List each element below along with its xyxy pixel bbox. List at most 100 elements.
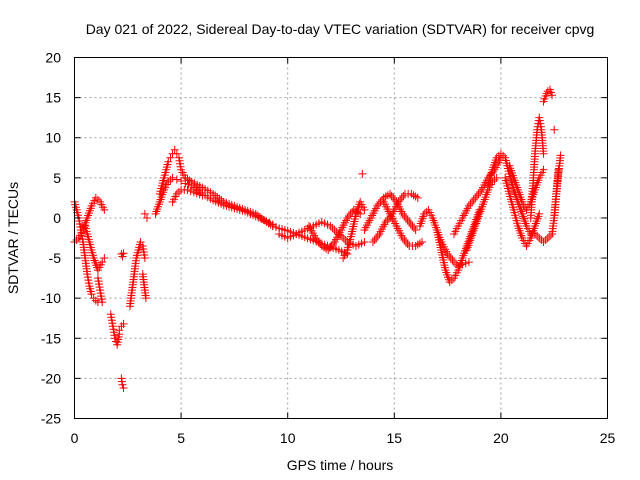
x-tick-label: 5 <box>177 430 185 446</box>
data-point <box>464 201 473 210</box>
data-point <box>262 217 271 226</box>
data-point <box>368 238 377 247</box>
x-tick-label: 10 <box>280 430 296 446</box>
data-point <box>360 238 369 247</box>
data-point-fill <box>378 195 387 204</box>
data-point <box>164 177 173 186</box>
data-point-fill <box>117 377 126 386</box>
data-point-fill <box>541 236 550 245</box>
data-point-fill <box>403 215 412 224</box>
data-point <box>183 185 192 194</box>
data-point <box>115 326 124 335</box>
data-point-fill <box>448 256 457 265</box>
data-point-fill <box>445 252 454 261</box>
data-point <box>398 234 407 242</box>
data-point <box>164 157 173 166</box>
data-point-fill <box>253 211 262 220</box>
data-point-fill <box>72 236 81 245</box>
data-point <box>394 197 403 206</box>
data-point-fill <box>447 276 456 285</box>
data-point-fill <box>499 151 508 160</box>
y-tick-label: -10 <box>41 290 61 306</box>
data-point-fill <box>217 196 226 205</box>
series-arc-e <box>106 310 124 349</box>
data-point <box>324 246 333 255</box>
data-point <box>548 91 557 100</box>
data-point-fill <box>265 218 274 227</box>
data-point-fill <box>409 191 418 200</box>
data-point-fill <box>399 191 408 200</box>
series-arc-f <box>115 319 128 335</box>
series-arc-v <box>379 197 427 251</box>
data-point-fill <box>422 207 431 216</box>
data-point <box>172 175 181 184</box>
data-point-fill <box>313 236 322 245</box>
series-arc-i <box>125 238 149 311</box>
data-point-fill <box>402 238 411 247</box>
data-point <box>360 205 369 214</box>
data-point <box>543 234 552 242</box>
data-point <box>411 242 420 251</box>
data-point-fill <box>314 238 323 247</box>
data-point-fill <box>408 221 417 230</box>
data-point <box>317 242 326 251</box>
data-point-fill <box>93 195 102 204</box>
x-tick-label: 25 <box>600 430 616 446</box>
data-point <box>268 221 277 230</box>
y-axis-label: SDTVAR / TECUs <box>5 182 21 294</box>
data-point-fill <box>183 175 192 184</box>
data-point <box>119 319 128 328</box>
data-point <box>168 173 177 182</box>
data-point-fill <box>174 187 183 196</box>
data-point <box>100 254 109 263</box>
data-point <box>471 193 480 202</box>
data-point <box>539 238 548 247</box>
series-arc-k <box>140 209 151 222</box>
data-point-fill <box>383 191 392 200</box>
data-point <box>343 213 352 222</box>
data-point-fill <box>396 195 405 204</box>
data-point <box>177 177 186 186</box>
data-point <box>118 252 127 261</box>
plot-frame <box>74 57 608 419</box>
data-point <box>119 249 128 258</box>
data-point-fill <box>322 244 331 253</box>
series-arc-q <box>305 205 365 255</box>
data-point <box>405 217 414 226</box>
y-tick-label: -5 <box>49 250 62 266</box>
data-point-fill <box>415 239 424 248</box>
data-point <box>407 189 416 198</box>
data-point-fill <box>400 211 409 220</box>
data-point-fill <box>406 219 415 228</box>
data-point-fill <box>255 213 264 222</box>
data-point <box>91 296 100 305</box>
data-point <box>381 217 390 226</box>
axis-ticks: 0 5 10 15 20 25 -25 -20 -15 -10 -5 0 5 10 15 20 <box>41 50 616 447</box>
data-point <box>209 189 218 198</box>
y-tick-label: 20 <box>45 50 61 66</box>
data-point-fill <box>397 193 406 202</box>
series-arc-s <box>358 169 367 178</box>
series-arc-x <box>432 205 484 287</box>
series-arc-h <box>117 374 128 393</box>
data-point-fill <box>381 192 390 201</box>
data-point-fill <box>474 189 483 198</box>
data-point-fill <box>211 191 220 200</box>
series-arc-j <box>138 270 150 303</box>
data-point-fill <box>403 240 412 249</box>
series-arc-m <box>155 145 277 230</box>
series-arc-d <box>93 274 107 307</box>
series-arc-ac <box>505 161 548 214</box>
x-tick-label: 0 <box>71 430 79 446</box>
x-axis-label: GPS time / hours <box>287 457 394 473</box>
data-point-fill <box>533 231 542 240</box>
data-point-fill <box>328 223 337 232</box>
series-arc-ai <box>550 125 559 134</box>
y-tick-label: -25 <box>41 411 61 427</box>
data-point <box>535 234 544 242</box>
series-arc-ab <box>501 173 544 251</box>
data-point-fill <box>316 240 325 249</box>
data-point-fill <box>260 216 269 225</box>
data-point-fill <box>213 193 222 202</box>
